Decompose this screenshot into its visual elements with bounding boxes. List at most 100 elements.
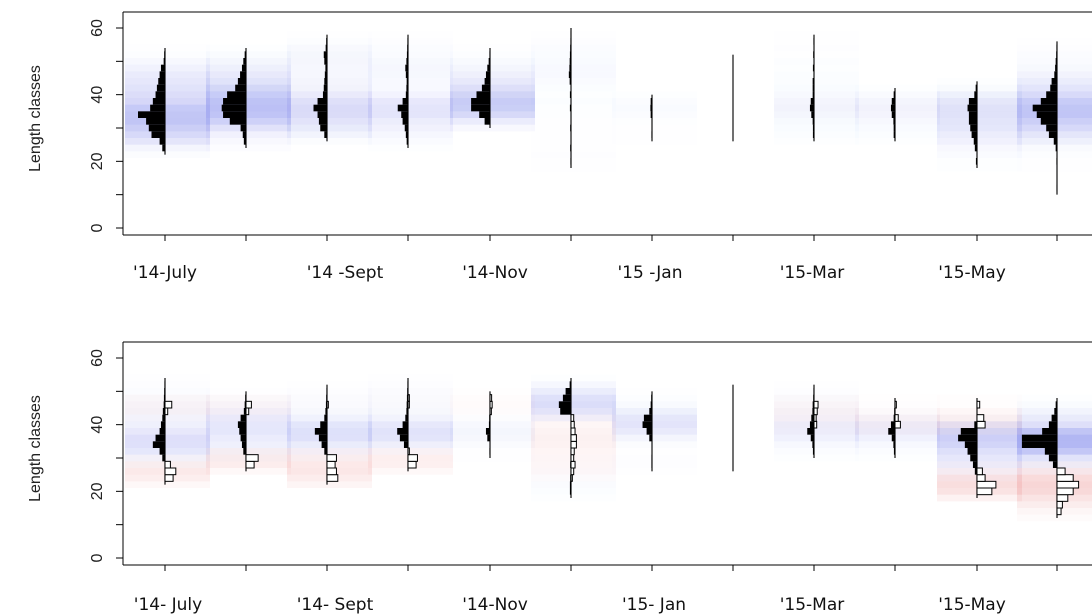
shading-cell <box>287 421 372 442</box>
hist-bar-filled <box>809 104 814 112</box>
hist-bar-filled <box>321 441 327 448</box>
x-tick-label: '14-Nov <box>462 263 528 283</box>
shading-cell <box>287 31 372 51</box>
shading-cell <box>368 421 453 442</box>
hist-bar-open <box>407 394 410 402</box>
hist-bar-filled <box>324 414 327 422</box>
hist-bar-open <box>245 400 252 409</box>
x-tick-label: '14- Sept <box>297 595 374 615</box>
hist-bar-filled <box>163 394 165 402</box>
hist-bar-filled <box>569 481 571 488</box>
hist-bar-filled <box>1032 104 1057 112</box>
hist-bar-open <box>1056 474 1074 482</box>
hist-bar-filled <box>1048 131 1057 138</box>
hist-bar-filled <box>163 58 165 65</box>
hist-bar-open <box>326 467 337 476</box>
hist-bar-filled <box>407 388 408 395</box>
hist-bar-filled <box>402 98 408 105</box>
hist-bar-open <box>570 420 575 429</box>
shading-cell <box>937 78 1022 98</box>
hist-bar-filled <box>164 51 165 58</box>
hist-bar-filled <box>812 84 814 92</box>
y-tick-label: 20 <box>89 152 106 170</box>
hist-bar-filled <box>811 414 814 422</box>
hist-bar-filled <box>155 91 165 98</box>
chart-panel-1: 0 20 40 60 Length classes '14-July '14 -Sept '1… <box>27 11 1092 283</box>
x-tick-label: '15-May <box>938 263 1006 283</box>
shading-cell <box>368 428 453 448</box>
hist-bar-filled <box>489 448 490 455</box>
hist-bar-open <box>1056 507 1062 516</box>
chart-panel-2: 0 20 40 60 Length classes '14- July '14- Sept '… <box>27 341 1092 615</box>
hist-bar-open <box>570 474 573 482</box>
hist-bar-filled <box>407 44 408 52</box>
hist-bar-filled <box>401 111 408 118</box>
hist-bar-filled <box>974 468 977 475</box>
hist-bar-filled <box>404 124 408 132</box>
shading-cell <box>368 414 453 435</box>
hist-bar-open <box>976 474 986 482</box>
shading-cell <box>531 118 616 138</box>
hist-bar-filled <box>651 454 652 462</box>
hist-bar-filled <box>314 428 327 435</box>
y-tick-label: 40 <box>89 86 106 104</box>
hist-bar-filled <box>1036 111 1057 118</box>
hist-bar-filled <box>893 414 895 422</box>
shading-cell <box>125 124 210 145</box>
shading-cell <box>937 111 1022 132</box>
hist-bar-filled <box>405 414 408 422</box>
hist-bar-filled <box>649 408 652 415</box>
hist-bar-filled <box>313 104 327 112</box>
hist-bar-filled <box>325 64 327 72</box>
shading-cell <box>125 434 210 455</box>
hist-bar-filled <box>163 401 165 408</box>
hist-bar-filled <box>406 58 408 65</box>
hist-bar-open <box>164 407 169 416</box>
y-axis-label: Length classes <box>27 65 44 172</box>
hist-bar-filled <box>813 38 814 45</box>
hist-bar-filled <box>402 118 408 125</box>
shading-cell <box>450 111 535 132</box>
y-tick-label: 0 <box>89 223 106 232</box>
hist-bar-filled <box>223 111 246 118</box>
shading-layer <box>125 25 1092 152</box>
x-tick-label: '14 -Sept <box>307 263 384 283</box>
hist-bar-filled <box>156 84 165 92</box>
shading-cell <box>206 408 291 428</box>
hist-bar-filled <box>570 158 571 165</box>
hist-bar-filled <box>1042 428 1057 435</box>
hist-bar-filled <box>159 428 165 435</box>
x-tick-label: '14-Nov <box>462 595 528 615</box>
hist-bar-filled <box>972 461 977 468</box>
hist-bar-filled <box>481 84 490 92</box>
hist-bar-filled <box>812 118 814 125</box>
hist-bar-filled <box>888 428 895 435</box>
hist-bar-filled <box>562 394 571 402</box>
hist-bar-filled <box>160 64 165 72</box>
hist-bar-open <box>570 447 575 456</box>
hist-bar-filled <box>397 104 408 112</box>
hist-bar-open <box>326 474 339 482</box>
hist-bar-filled <box>324 78 327 85</box>
hist-bar-filled <box>243 448 246 455</box>
shading-cell <box>287 84 372 105</box>
hist-bar-open <box>164 460 171 469</box>
shading-cell <box>937 98 1022 118</box>
hist-bar-filled <box>974 421 977 428</box>
hist-bar-filled <box>164 381 165 388</box>
shading-cell <box>125 131 210 152</box>
hist-bar-open <box>570 414 575 422</box>
hist-bar-open <box>164 400 173 409</box>
shading-cell <box>774 421 859 442</box>
hist-bar-open <box>570 454 575 462</box>
hist-bar-filled <box>650 104 652 112</box>
shading-cell <box>531 25 616 45</box>
shading-cell <box>937 428 1022 448</box>
shading-cell <box>855 428 940 448</box>
hist-bar-filled <box>893 441 895 448</box>
shading-cell <box>287 44 372 65</box>
hist-bar-filled <box>958 434 977 442</box>
shading-cell <box>287 434 372 455</box>
shading-cell <box>612 448 697 468</box>
hist-bar-filled <box>162 144 165 152</box>
